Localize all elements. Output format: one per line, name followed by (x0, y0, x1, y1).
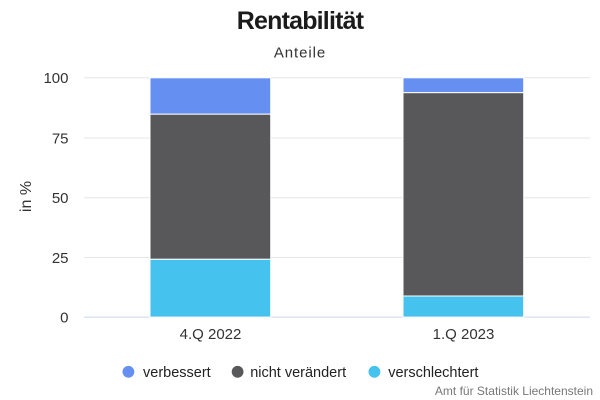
svg-text:50: 50 (52, 190, 69, 207)
svg-text:1.Q 2023: 1.Q 2023 (433, 326, 495, 343)
svg-text:Anteile: Anteile (274, 45, 326, 62)
svg-text:4.Q 2022: 4.Q 2022 (180, 326, 242, 343)
svg-text:75: 75 (52, 130, 69, 147)
svg-text:verbessert: verbessert (143, 365, 211, 381)
svg-text:verschlechtert: verschlechtert (388, 365, 478, 381)
svg-text:Amt für Statistik Liechtenstei: Amt für Statistik Liechtenstein (435, 384, 593, 398)
svg-text:0: 0 (60, 309, 68, 326)
svg-text:100: 100 (43, 70, 68, 87)
svg-text:Rentabilität: Rentabilität (237, 7, 365, 35)
svg-text:25: 25 (52, 250, 69, 267)
svg-text:nicht verändert: nicht verändert (250, 365, 346, 381)
svg-text:in %: in % (18, 181, 35, 212)
